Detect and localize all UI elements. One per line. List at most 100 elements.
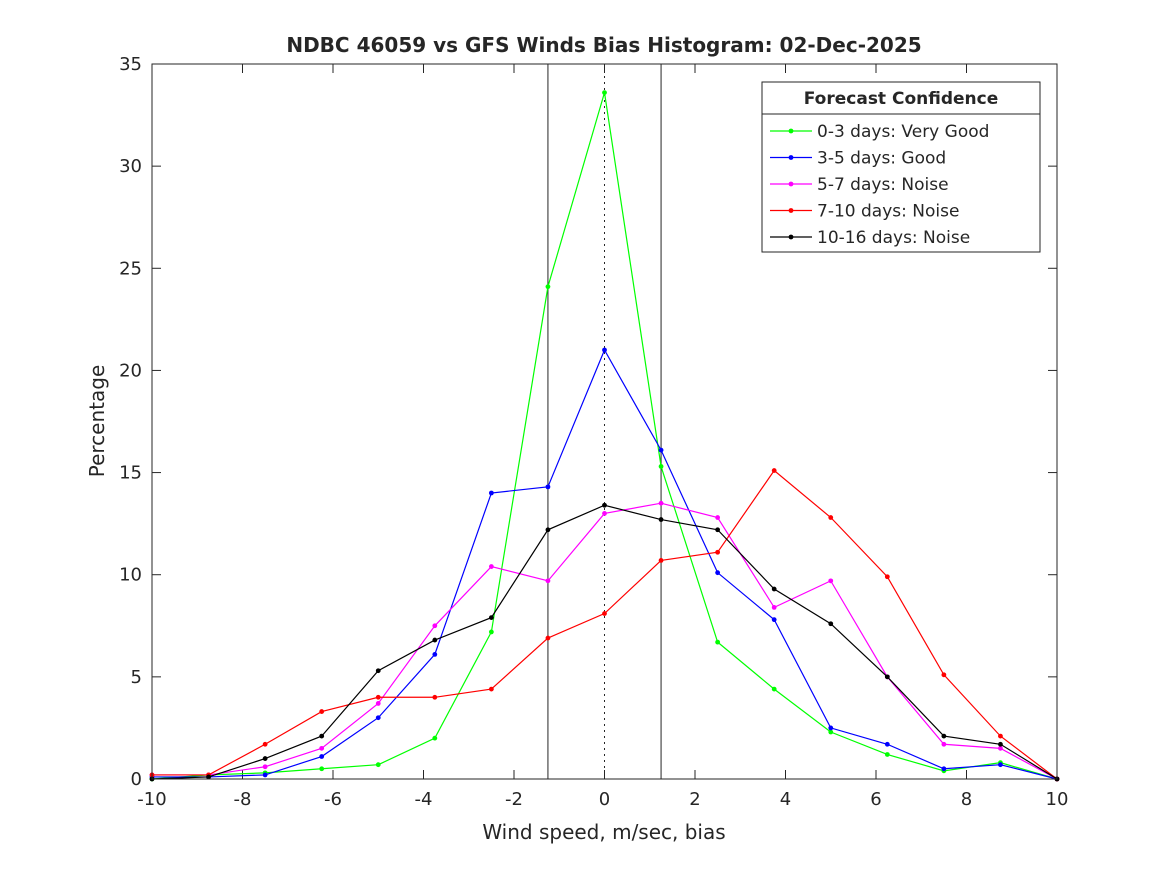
data-point [488,629,494,635]
y-tick-label: 15 [119,463,142,484]
data-point [884,574,890,580]
x-tick-label: 6 [870,789,881,810]
data-point [658,447,664,453]
data-point [828,729,834,735]
data-point [319,754,325,759]
series-line [152,469,1058,780]
data-point [262,764,268,770]
y-tick-label: 20 [119,360,142,381]
data-point [658,558,664,563]
data-point [602,90,607,95]
x-tick-label: -4 [415,789,433,810]
legend-title: Forecast Confidence [804,89,999,109]
data-point [771,617,777,623]
x-tick-label: -8 [234,789,252,810]
data-point [319,733,325,739]
legend-label: 7-10 days: Noise [817,202,959,222]
data-point [262,772,268,778]
x-tick-label: 8 [961,789,972,810]
data-point [206,774,211,780]
data-point [715,549,721,555]
data-point [488,564,494,569]
data-point [375,715,381,721]
series-1 [149,347,1060,782]
data-point [319,745,325,751]
data-point [771,468,777,473]
data-point [545,635,551,641]
data-point [828,515,834,520]
data-point [941,733,947,739]
y-tick-label: 5 [131,667,142,688]
legend-swatch-marker [788,128,794,134]
legend: Forecast Confidence 0-3 days: Very Good 3… [761,81,1041,253]
data-point [488,490,494,496]
data-point [432,623,438,629]
data-point [884,741,890,747]
data-point [262,756,268,761]
y-tick-label: 0 [131,769,142,790]
x-tick-label: -6 [324,789,342,810]
legend-swatch-marker [788,234,794,240]
data-point [375,701,381,706]
legend-label: 5-7 days: Noise [817,175,949,195]
data-point [375,694,381,700]
data-point [998,745,1003,751]
data-point [998,733,1003,739]
y-tick-label: 25 [119,258,142,279]
data-point [319,766,325,772]
x-axis-label: Wind speed, m/sec, bias [482,820,725,844]
data-point [432,735,438,741]
chart-title: NDBC 46059 vs GFS Winds Bias Histogram: … [286,33,921,57]
data-point [884,674,890,680]
series-3 [149,468,1060,782]
y-tick-label: 30 [119,156,142,177]
data-point [658,517,664,522]
x-tick-label: 0 [599,789,610,810]
data-point [658,500,664,506]
data-point [545,484,551,490]
data-point [319,709,325,714]
data-point [941,741,947,747]
data-point [998,762,1003,768]
data-point [828,725,834,731]
data-point [262,741,268,747]
y-tick-label: 10 [119,565,142,586]
data-point [715,515,721,520]
data-point [432,651,438,657]
data-point [602,511,607,516]
data-point [602,502,607,508]
legend-swatch-marker [788,208,794,213]
data-point [432,694,438,700]
data-point [488,686,494,692]
x-tick-label: 4 [780,789,791,810]
data-point [602,347,607,353]
legend-label: 3-5 days: Good [817,149,946,169]
x-tick-label: 2 [689,789,700,810]
legend-label: 0-3 days: Very Good [817,122,989,142]
data-point [602,611,607,616]
legend-label: 10-16 days: Noise [817,228,970,248]
data-point [941,766,947,772]
y-tick-label: 35 [119,54,142,75]
x-tick-label: 10 [1046,789,1069,810]
data-point [998,741,1003,747]
series-4 [149,502,1060,782]
data-point [375,762,381,768]
data-point [715,639,721,645]
data-point [828,621,834,627]
data-point [771,605,777,610]
x-tick-label: -10 [137,789,166,810]
legend-swatch-marker [788,155,794,160]
data-point [375,668,381,674]
data-point [884,752,890,757]
series-line [152,348,1058,780]
data-point [545,578,551,584]
data-point [771,586,777,592]
data-point [715,570,721,576]
data-point [771,686,777,692]
data-point [658,464,664,469]
legend-swatch-marker [788,181,794,187]
x-tick-label: -2 [505,789,523,810]
